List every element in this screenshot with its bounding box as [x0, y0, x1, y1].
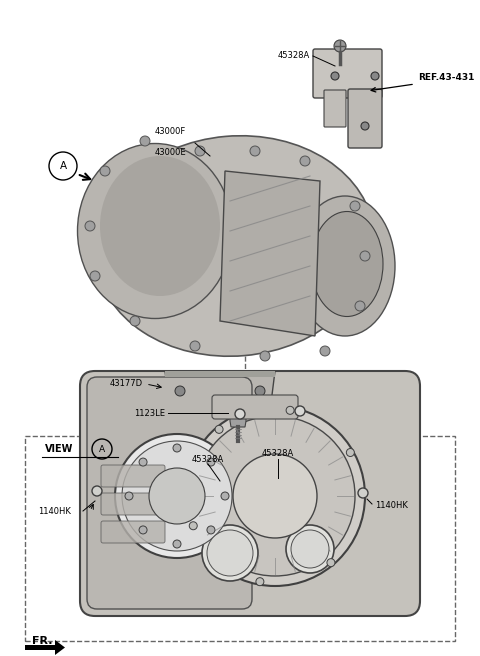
Circle shape	[140, 136, 150, 146]
Ellipse shape	[311, 211, 383, 316]
Text: 45328A: 45328A	[192, 455, 224, 464]
Ellipse shape	[77, 144, 232, 319]
Text: 1123LE: 1123LE	[134, 409, 165, 417]
FancyBboxPatch shape	[80, 371, 420, 616]
Text: A: A	[60, 161, 67, 171]
Circle shape	[291, 530, 329, 568]
Circle shape	[255, 386, 265, 396]
Circle shape	[173, 444, 181, 452]
Polygon shape	[25, 640, 65, 655]
FancyBboxPatch shape	[87, 377, 252, 609]
Text: A: A	[99, 445, 105, 453]
Polygon shape	[220, 171, 320, 336]
Text: 45328A: 45328A	[278, 52, 310, 60]
Circle shape	[358, 488, 368, 498]
Circle shape	[347, 449, 354, 457]
Circle shape	[100, 166, 110, 176]
Circle shape	[202, 525, 258, 581]
Text: VIEW: VIEW	[45, 444, 73, 454]
Text: 43177D: 43177D	[110, 380, 143, 388]
Circle shape	[149, 468, 205, 524]
Circle shape	[207, 530, 253, 576]
Circle shape	[331, 72, 339, 80]
Polygon shape	[165, 371, 275, 411]
FancyBboxPatch shape	[212, 395, 298, 419]
FancyBboxPatch shape	[348, 89, 382, 148]
Text: FR.: FR.	[32, 636, 52, 646]
Circle shape	[360, 251, 370, 261]
Circle shape	[286, 406, 294, 415]
Ellipse shape	[100, 156, 220, 296]
Ellipse shape	[95, 136, 375, 356]
Circle shape	[235, 409, 245, 419]
Circle shape	[92, 486, 102, 496]
Circle shape	[175, 386, 185, 396]
Circle shape	[130, 316, 140, 326]
Ellipse shape	[295, 196, 395, 336]
Circle shape	[85, 221, 95, 231]
Circle shape	[233, 454, 317, 538]
Text: 43000E: 43000E	[155, 148, 187, 157]
Circle shape	[334, 40, 346, 52]
FancyBboxPatch shape	[313, 49, 382, 98]
Circle shape	[115, 434, 239, 558]
FancyBboxPatch shape	[101, 493, 165, 515]
Text: 43000F: 43000F	[155, 127, 186, 136]
Circle shape	[286, 525, 334, 573]
Circle shape	[355, 301, 365, 311]
Circle shape	[361, 122, 369, 130]
Circle shape	[207, 458, 215, 466]
Circle shape	[295, 406, 305, 416]
Circle shape	[122, 441, 232, 551]
Circle shape	[190, 341, 200, 351]
Circle shape	[256, 578, 264, 586]
Circle shape	[260, 351, 270, 361]
Polygon shape	[230, 411, 246, 427]
FancyBboxPatch shape	[101, 465, 165, 487]
Text: 1140HK: 1140HK	[38, 506, 71, 516]
Circle shape	[139, 526, 147, 534]
FancyBboxPatch shape	[324, 90, 346, 127]
Circle shape	[300, 156, 310, 166]
Circle shape	[125, 492, 133, 500]
Circle shape	[221, 492, 229, 500]
Circle shape	[320, 346, 330, 356]
Circle shape	[353, 114, 367, 128]
Circle shape	[250, 146, 260, 156]
Circle shape	[185, 406, 365, 586]
Circle shape	[189, 522, 197, 530]
Polygon shape	[165, 371, 275, 377]
Circle shape	[327, 559, 335, 567]
Circle shape	[173, 540, 181, 548]
Circle shape	[195, 146, 205, 156]
Circle shape	[207, 526, 215, 534]
Circle shape	[215, 425, 223, 434]
Circle shape	[90, 271, 100, 281]
Text: REF.43-431: REF.43-431	[418, 73, 474, 83]
Text: 45328A: 45328A	[262, 449, 294, 458]
Text: 1140HK: 1140HK	[375, 501, 408, 510]
Circle shape	[195, 416, 355, 576]
Circle shape	[371, 72, 379, 80]
FancyBboxPatch shape	[101, 521, 165, 543]
Circle shape	[139, 458, 147, 466]
Circle shape	[350, 201, 360, 211]
